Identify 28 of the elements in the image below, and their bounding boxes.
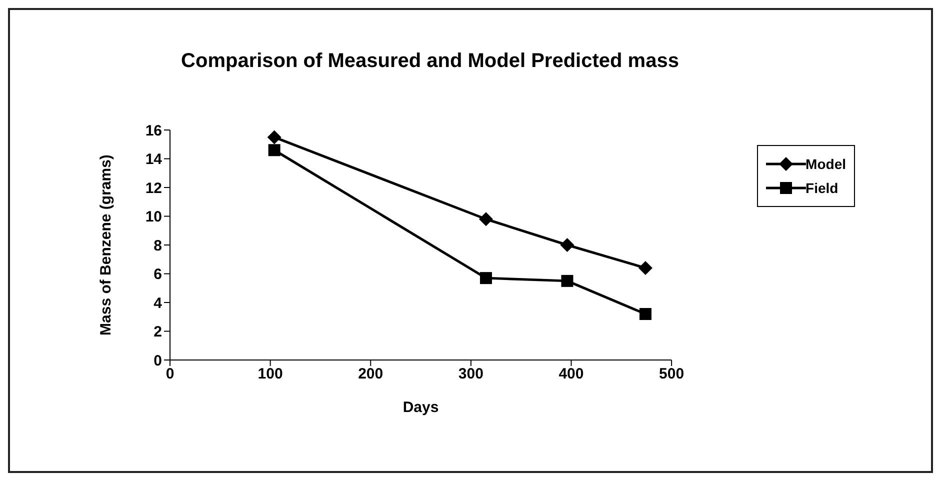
y-tick-label: 8 xyxy=(154,237,162,254)
chart-title: Comparison of Measured and Model Predicted mass xyxy=(180,50,680,73)
x-tick-label: 200 xyxy=(358,366,384,383)
y-tick-label: 10 xyxy=(145,208,162,226)
legend-label: Field xyxy=(806,180,838,196)
point xyxy=(268,144,280,156)
y-tick-label: 4 xyxy=(154,294,163,312)
point xyxy=(561,274,574,287)
x-axis-title: Days xyxy=(402,399,439,416)
point xyxy=(480,272,492,284)
y-tick-label: 12 xyxy=(145,180,162,197)
y-tick-label: 6 xyxy=(154,266,162,284)
y-tick-label: 16 xyxy=(145,122,162,140)
x-tick-label: 0 xyxy=(166,366,174,383)
point xyxy=(638,261,652,275)
point xyxy=(267,130,282,144)
x-tick-label: 300 xyxy=(458,366,484,383)
x-tick-label: 100 xyxy=(258,366,283,383)
point xyxy=(639,308,652,320)
x-tick-label: 400 xyxy=(558,366,584,383)
y-axis-title: Mass of Benzene (grams) xyxy=(97,154,114,336)
point xyxy=(560,238,574,252)
y-tick-label: 2 xyxy=(154,324,162,341)
y-tick-label: 14 xyxy=(145,151,163,168)
x-tick-label: 500 xyxy=(659,366,684,383)
y-tick-label: 0 xyxy=(154,352,162,370)
legend-label: Model xyxy=(806,156,846,172)
point xyxy=(478,212,493,226)
